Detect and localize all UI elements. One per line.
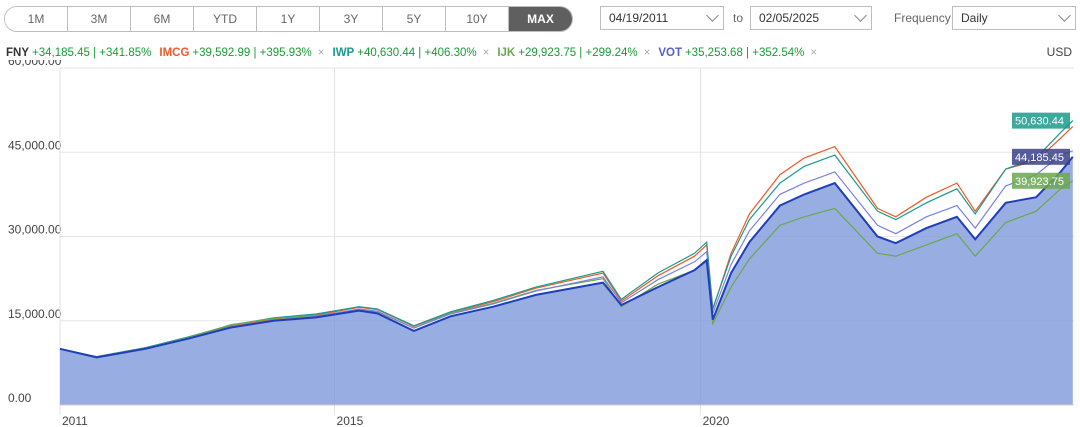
range-button-1m[interactable]: 1M	[5, 7, 68, 31]
y-tick-label: 30,000.00	[8, 223, 62, 237]
frequency-value: Daily	[961, 11, 988, 25]
range-button-1y[interactable]: 1Y	[257, 7, 320, 31]
legend-item-vot: VOT +35,253.68 | +352.54% ×	[658, 47, 817, 59]
frequency-label: Frequency	[894, 11, 951, 25]
chevron-down-icon	[1058, 9, 1071, 22]
frequency-select[interactable]: Daily	[952, 6, 1076, 30]
range-selector: 1M 3M 6M YTD 1Y 3Y 5Y 10Y MAX	[4, 6, 573, 32]
legend-item-ijk: IJK +29,923.75 | +299.24% ×	[497, 47, 650, 59]
legend-change: +40,630.44 | +406.30%	[357, 47, 477, 59]
end-label-text: 39,923.75	[1015, 176, 1064, 188]
legend-symbol: VOT	[658, 47, 682, 59]
legend-change: +34,185.45 | +341.85%	[32, 47, 152, 59]
series-area-fny	[60, 156, 1073, 405]
end-value-label: 50,630.44	[1012, 112, 1070, 129]
legend: FNY +34,185.45 | +341.85% IMCG +39,592.99 |…	[6, 45, 825, 61]
series-line-fny	[59, 156, 1074, 359]
chevron-down-icon	[854, 9, 867, 22]
legend-item-iwp: IWP +40,630.44 | +406.30% ×	[333, 47, 490, 59]
remove-series-icon[interactable]: ×	[810, 47, 818, 59]
legend-item-imcg: IMCG +39,592.99 | +395.93% ×	[159, 47, 324, 59]
range-button-10y[interactable]: 10Y	[446, 7, 509, 31]
legend-symbol: IWP	[332, 47, 355, 59]
x-tick-label: 2011	[62, 414, 88, 427]
y-tick-label: 15,000.00	[8, 307, 62, 321]
range-button-ytd[interactable]: YTD	[194, 7, 257, 31]
end-label-bg	[1012, 172, 1070, 189]
end-label-text: 44,185.45	[1015, 152, 1064, 164]
end-value-label: 39,923.75	[1012, 172, 1070, 189]
to-label: to	[733, 11, 744, 25]
performance-chart: 60,000.00 45,000.00 30,000.00 15,000.00 0.00…	[8, 60, 1074, 427]
end-value-label: 44,185.45	[1012, 148, 1070, 165]
date-to-value: 02/05/2025	[759, 11, 820, 25]
legend-change: +35,253.68 | +352.54%	[684, 47, 805, 59]
range-button-3m[interactable]: 3M	[68, 7, 131, 31]
legend-symbol: IJK	[497, 47, 516, 59]
x-tick-label: 2020	[703, 414, 730, 427]
legend-change: +29,923.75 | +299.24%	[518, 47, 638, 59]
date-to-select[interactable]: 02/05/2025	[750, 6, 872, 30]
legend-symbol: IMCG	[159, 47, 190, 59]
y-tick-label: 45,000.00	[8, 138, 62, 152]
toolbar: 1M 3M 6M YTD 1Y 3Y 5Y 10Y MAX 04/19/2011 to 02/0…	[0, 0, 1080, 38]
date-from-select[interactable]: 04/19/2011	[600, 6, 724, 30]
range-button-max[interactable]: MAX	[509, 7, 572, 31]
y-tick-label: 0.00	[8, 391, 32, 405]
end-label-bg	[1012, 112, 1070, 129]
date-from-value: 04/19/2011	[609, 11, 669, 25]
currency-label: USD	[1046, 45, 1072, 59]
legend-item-fny: FNY +34,185.45 | +341.85%	[6, 47, 151, 59]
legend-symbol: FNY	[6, 47, 29, 59]
range-button-5y[interactable]: 5Y	[383, 7, 446, 31]
x-tick-label: 2015	[337, 414, 364, 427]
range-button-3y[interactable]: 3Y	[320, 7, 383, 31]
y-tick-label: 60,000.00	[8, 60, 62, 68]
series-line-iwp	[59, 120, 1074, 358]
range-button-6m[interactable]: 6M	[131, 7, 194, 31]
legend-change: +39,592.99 | +395.93%	[192, 47, 312, 59]
end-label-bg	[1012, 148, 1070, 165]
chevron-down-icon	[706, 9, 719, 22]
remove-series-icon[interactable]: ×	[317, 47, 325, 59]
end-label-text: 50,630.44	[1015, 116, 1064, 128]
remove-series-icon[interactable]: ×	[482, 47, 490, 59]
remove-series-icon[interactable]: ×	[643, 47, 651, 59]
